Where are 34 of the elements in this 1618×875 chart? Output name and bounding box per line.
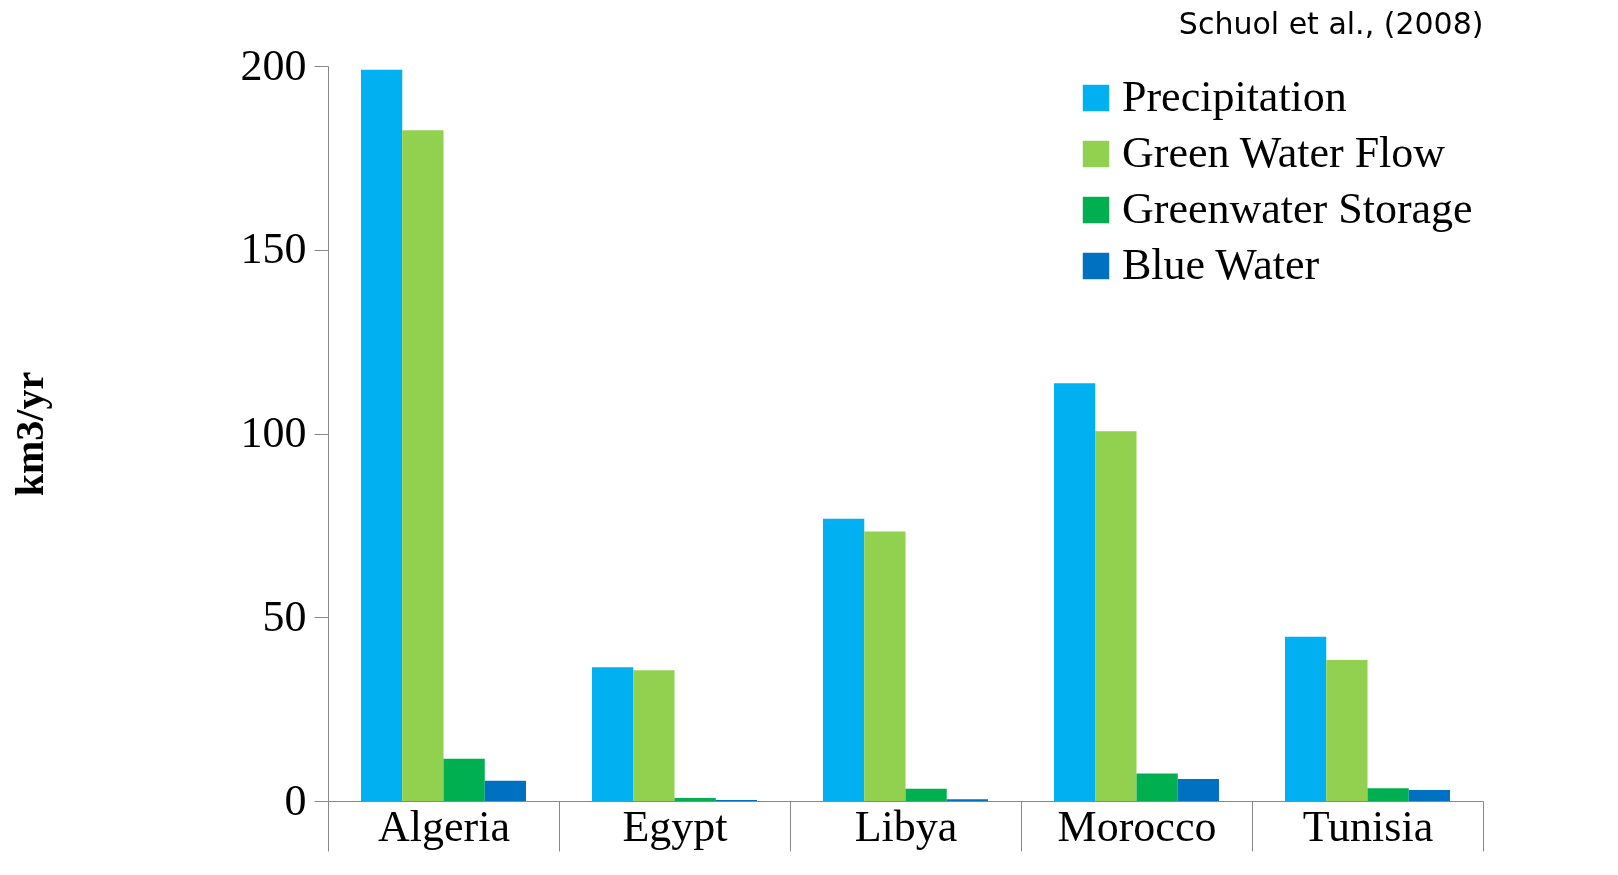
x-tick-label: Morocco — [1057, 801, 1217, 851]
bar — [1285, 636, 1327, 801]
legend-label: Blue Water — [1122, 240, 1320, 289]
x-tick-label: Libya — [854, 801, 958, 851]
bar — [1367, 788, 1409, 801]
bar — [361, 69, 403, 801]
bar — [1177, 778, 1219, 801]
y-tick-label: 200 — [240, 40, 307, 90]
bar — [1326, 659, 1368, 801]
text: Schuol et al., (2008) — [1178, 6, 1484, 41]
bar — [864, 531, 906, 801]
bar — [443, 758, 485, 801]
x-tick-label: Tunisia — [1302, 801, 1434, 851]
legend-label: Green Water Flow — [1122, 128, 1446, 177]
legend-label: Precipitation — [1122, 72, 1347, 121]
bar — [484, 780, 526, 801]
y-tick-label: 50 — [262, 591, 307, 641]
x-tick-label: Algeria — [378, 801, 510, 851]
y-axis-title: km3/yr — [6, 371, 52, 497]
bar — [823, 518, 865, 801]
bar — [633, 670, 675, 801]
bar — [905, 788, 947, 801]
bar — [1095, 431, 1137, 801]
y-tick-label: 100 — [240, 408, 307, 457]
bar — [592, 667, 634, 801]
x-tick-label: Egypt — [622, 801, 728, 851]
bar — [1054, 383, 1096, 801]
bar — [1408, 789, 1450, 801]
y-tick-label: 0 — [284, 775, 307, 825]
legend-label: Greenwater Storage — [1122, 184, 1473, 233]
bar — [674, 798, 716, 801]
bar — [402, 130, 444, 801]
bar — [1136, 773, 1178, 801]
y-tick-label: 150 — [240, 224, 307, 274]
